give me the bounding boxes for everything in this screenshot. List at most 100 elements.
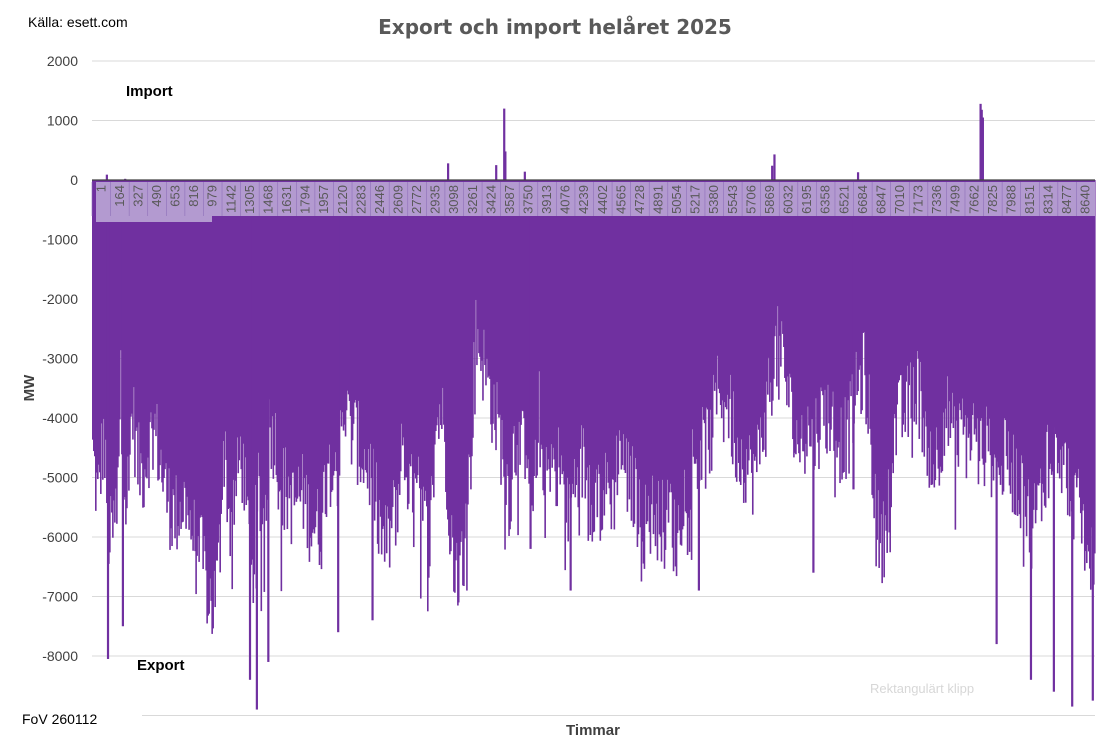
export-bar [449,180,451,555]
x-tick-label: 6521 [836,185,851,214]
export-bar [344,180,347,437]
export-bar [414,180,417,479]
export-bar [883,180,885,578]
export-bar [948,180,951,402]
x-tick-label: 1142 [223,185,238,213]
export-bar [968,180,971,434]
export-bar [900,180,903,376]
export-bar [819,180,821,440]
export-bar [505,180,507,505]
export-bar [1024,180,1027,517]
export-bar [878,180,880,568]
export-bar [137,180,139,485]
export-bar [284,180,287,448]
export-bar [1078,180,1081,498]
export-bar [759,180,762,418]
export-bar [542,180,544,491]
export-bar [419,180,422,599]
export-bar [474,180,476,415]
export-bar [869,180,871,429]
export-bar [556,180,558,507]
export-bar [1093,180,1096,554]
export-bar [626,180,629,512]
export-bar [491,180,493,443]
source-note: Källa: esett.com [28,14,128,30]
export-bar [335,180,338,472]
x-band-fill-left [96,182,212,222]
export-bar [546,180,548,471]
export-bar [917,180,920,359]
export-bar [616,180,619,496]
export-bar [708,180,711,474]
export-bar [1057,180,1060,463]
export-bar [451,180,453,516]
export-bar [499,180,501,415]
export-bar [303,180,306,479]
export-bar [342,180,345,431]
export-bar [863,180,865,333]
x-tick-label: 5054 [669,185,684,214]
export-bar [285,180,288,498]
export-bar [875,180,877,567]
export-bar [327,180,330,464]
export-bar [663,180,666,569]
export-bar [301,180,304,455]
export-bar [796,180,798,421]
export-bar [308,180,311,562]
x-tick-label: 1468 [260,185,275,214]
export-bar [1050,180,1053,475]
export-bar [904,180,907,432]
export-bar [253,180,256,575]
export-bar [591,180,594,542]
import-bar [504,151,507,180]
x-tick-label: 1 [93,185,108,192]
export-bar [766,180,768,382]
export-bar [1049,180,1052,464]
export-bar [439,180,441,405]
export-bar [315,180,318,512]
export-bar [169,180,171,550]
export-bar [805,180,807,444]
export-bar [143,180,145,508]
export-bar [244,180,247,458]
export-bar [190,180,192,540]
export-bar [545,180,547,448]
export-bar [737,180,740,463]
export-bar [390,180,393,529]
export-bar [146,180,148,479]
export-bar [333,180,336,471]
export-bar [827,180,829,385]
export-bar [728,180,731,399]
export-bar [639,180,642,528]
export-bar [559,180,562,485]
export-bar [573,180,576,459]
export-bar [385,180,388,554]
export-bar [274,180,277,414]
export-bar [836,180,838,458]
export-bar [868,180,870,375]
export-bar [613,180,616,530]
export-bar [630,180,633,521]
export-bar [969,180,972,461]
export-bar [603,180,606,516]
x-tick-label: 816 [186,185,201,207]
export-bar [493,180,495,385]
export-bar [148,180,150,489]
export-bar [235,180,238,497]
export-bar [173,180,175,496]
export-bar [158,180,160,480]
export-bar [318,180,321,566]
export-bar [241,180,244,503]
export-bar [330,180,333,492]
export-bar [727,180,730,439]
export-bar [186,180,188,497]
export-bar [338,180,341,476]
export-bar [357,180,360,401]
export-bar [479,180,481,357]
export-bar [1014,180,1017,515]
export-bar [846,180,848,420]
export-bar [485,180,487,386]
export-bar [799,180,801,463]
export-bar [287,180,290,477]
export-bar [526,180,528,469]
